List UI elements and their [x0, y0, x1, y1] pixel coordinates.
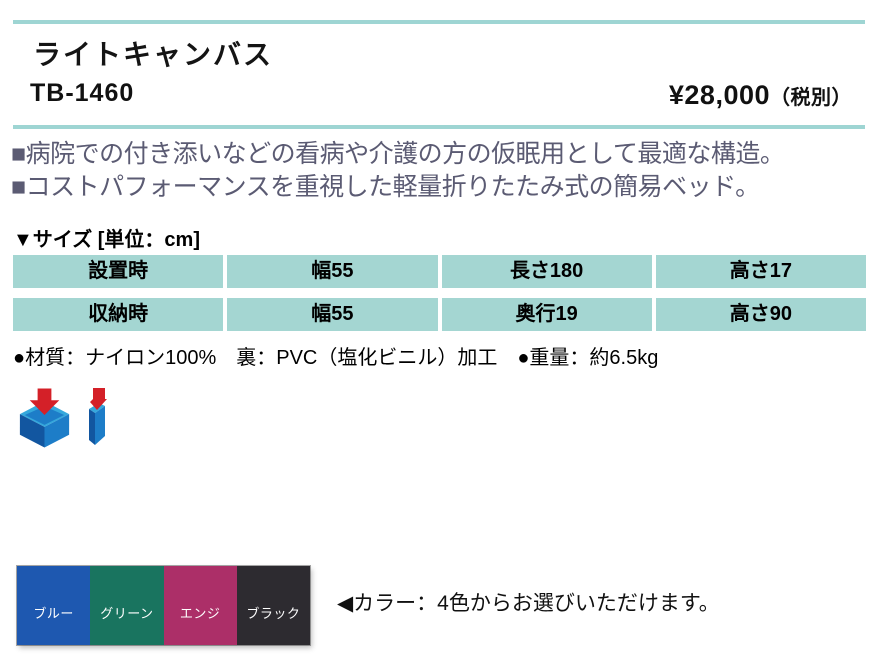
swatch-black: ブラック — [236, 566, 310, 645]
table-row: 収納時 幅55 奥行19 高さ90 — [13, 298, 866, 331]
swatch-green: グリーン — [90, 566, 164, 645]
color-swatch-bar: ブルー グリーン エンジ ブラック — [17, 566, 310, 645]
material-weight-specs: ●材質：ナイロン100% 裏：PVC（塩化ビニル）加工 ●重量：約6.5kg — [13, 347, 659, 369]
swatch-blue: ブルー — [17, 566, 91, 645]
swatch-label: エンジ — [179, 606, 221, 621]
product-model-number: TB-1460 — [30, 79, 135, 107]
size-cell-width: 幅55 — [227, 255, 438, 288]
folded-flat-icon — [85, 388, 107, 453]
feature-line: ■コストパフォーマンスを重視した軽量折りたたみ式の簡易ベッド。 — [11, 173, 760, 201]
feature-line: ■病院での付き添いなどの看病や介護の方の仮眠用として最適な構造。 — [11, 140, 785, 168]
size-section-heading: ▼サイズ [単位：cm] — [13, 229, 200, 251]
size-cell-height: 高さ17 — [655, 255, 866, 288]
color-availability-note: ◀カラー：4色からお選びいただけます。 — [337, 592, 720, 615]
swatch-label: グリーン — [100, 606, 154, 621]
swatch-label: ブラック — [246, 606, 301, 621]
feature-list: ■病院での付き添いなどの看病や介護の方の仮眠用として最適な構造。 ■コストパフォ… — [11, 138, 881, 204]
product-price: ¥28,000（税別） — [669, 80, 852, 111]
swatch-enji: エンジ — [163, 566, 237, 645]
size-table: 設置時 幅55 長さ180 高さ17 収納時 幅55 奥行19 高さ90 — [13, 255, 866, 341]
size-cell-label: 収納時 — [13, 298, 224, 331]
size-cell-length: 長さ180 — [441, 255, 652, 288]
header-divider-rule — [13, 125, 865, 129]
fold-down-box-icon — [13, 388, 76, 453]
size-cell-depth: 奥行19 — [441, 298, 652, 331]
swatch-label: ブルー — [33, 606, 74, 621]
table-row: 設置時 幅55 長さ180 高さ17 — [13, 255, 866, 288]
price-amount: ¥28,000 — [668, 80, 770, 110]
size-cell-height: 高さ90 — [655, 298, 866, 331]
size-cell-label: 設置時 — [13, 255, 224, 288]
product-title: ライトキャンバス — [33, 39, 274, 70]
top-divider-rule — [13, 20, 865, 24]
fold-pictograms — [13, 388, 107, 453]
size-cell-width: 幅55 — [227, 298, 438, 331]
price-tax-note: （税別） — [770, 87, 852, 109]
